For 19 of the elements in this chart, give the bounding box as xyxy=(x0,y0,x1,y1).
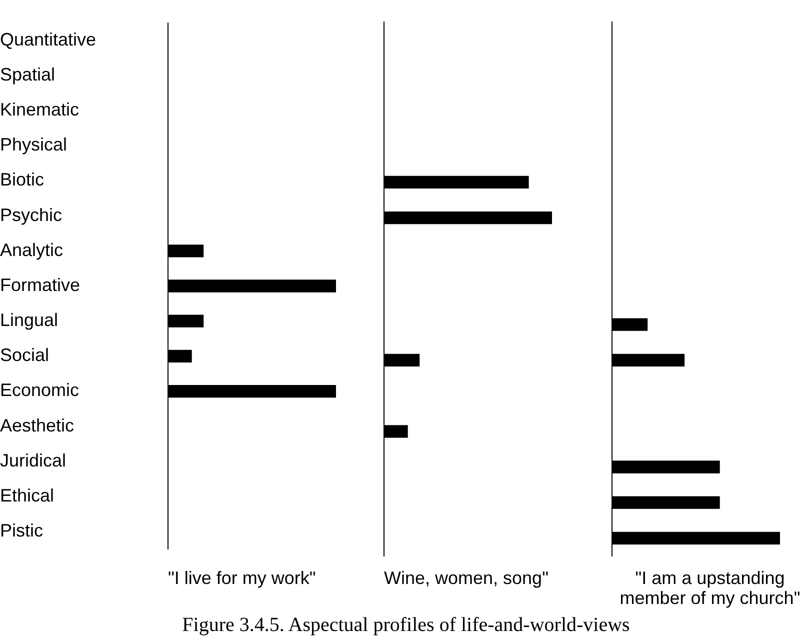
y-tick-label: Kinematic xyxy=(0,100,80,120)
y-tick-label: Analytic xyxy=(0,240,64,260)
y-tick-label: Economic xyxy=(0,380,80,400)
x-axis-title: Wine, women, song" xyxy=(384,568,548,588)
y-tick-label: Aesthetic xyxy=(0,415,74,436)
y-tick-label: Spatial xyxy=(0,64,56,84)
y-tick-label: Social xyxy=(0,345,50,366)
x-axis-title: "I am a upstanding member of my church" xyxy=(618,568,802,608)
x-axis-title: "I live for my work" xyxy=(168,568,316,588)
caption: Figure 3.4.5. Aspectual profiles of life-and-world-views xyxy=(181,614,631,637)
y-tick-label: Formative xyxy=(0,274,80,295)
y-tick-label: Biotic xyxy=(0,170,44,190)
y-tick-label: Psychic xyxy=(0,204,62,225)
y-tick-label: Quantitative xyxy=(0,29,96,50)
y-tick-label: Lingual xyxy=(0,310,58,330)
y-tick-label: Pistic xyxy=(0,520,44,541)
y-tick-label: Physical xyxy=(0,134,68,155)
y-tick-label: Ethical xyxy=(0,486,54,506)
y-tick-label: Juridical xyxy=(0,450,66,470)
